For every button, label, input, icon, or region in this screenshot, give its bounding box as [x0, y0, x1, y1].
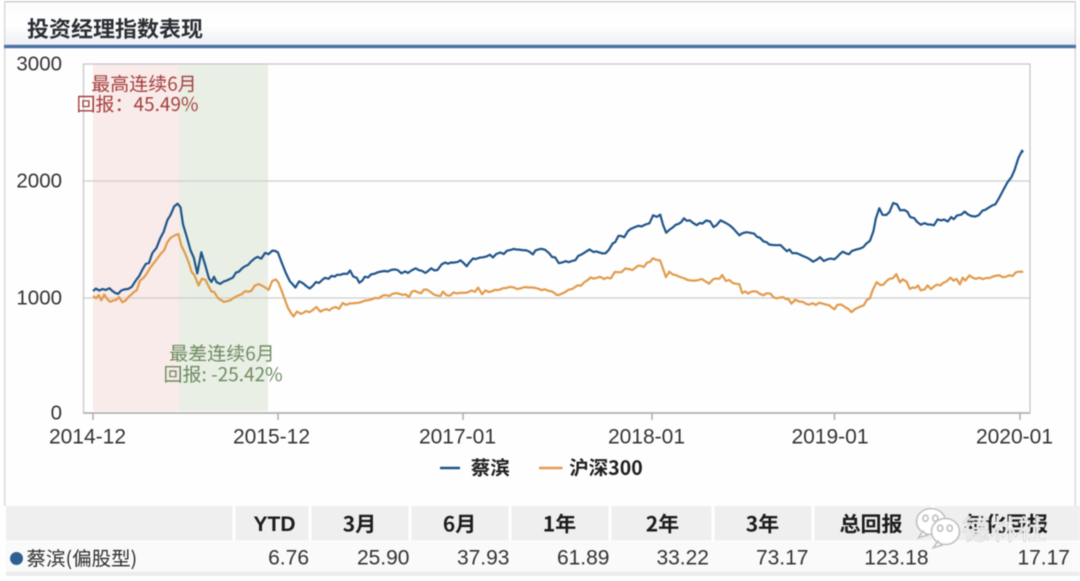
- svg-text:2017-01: 2017-01: [419, 426, 496, 449]
- svg-text:2014-12: 2014-12: [49, 426, 126, 449]
- svg-text:17.17: 17.17: [1017, 547, 1070, 570]
- svg-text:0: 0: [51, 402, 62, 425]
- svg-text:61.89: 61.89: [557, 547, 610, 570]
- svg-text:6.76: 6.76: [268, 547, 309, 570]
- svg-text:2018-01: 2018-01: [608, 426, 685, 449]
- svg-text:2019-01: 2019-01: [791, 426, 868, 449]
- svg-text:YTD: YTD: [254, 513, 296, 536]
- svg-text:2020-01: 2020-01: [976, 426, 1053, 449]
- svg-text:1000: 1000: [16, 287, 62, 310]
- svg-text:2000: 2000: [16, 170, 62, 193]
- svg-text:2015-12: 2015-12: [233, 426, 310, 449]
- svg-text:123.18: 123.18: [864, 547, 928, 570]
- svg-text:33.22: 33.22: [656, 547, 709, 570]
- svg-text:3000: 3000: [16, 53, 62, 76]
- svg-text:73.17: 73.17: [756, 547, 809, 570]
- svg-text:25.90: 25.90: [357, 547, 410, 570]
- svg-text:37.93: 37.93: [457, 547, 510, 570]
